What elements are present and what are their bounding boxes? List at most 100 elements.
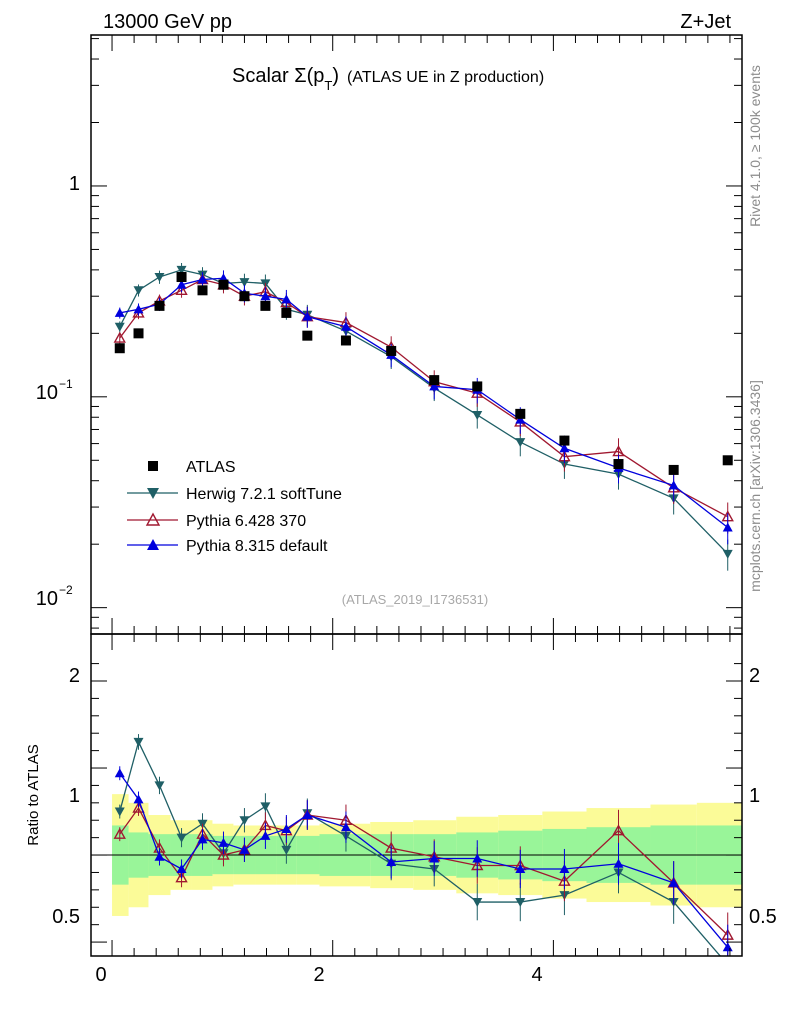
- atlas-point-8: [281, 307, 292, 318]
- y-tick-label-1: 1: [69, 173, 80, 195]
- plot-frames: [90, 34, 743, 957]
- ratio-point-0-14: [515, 898, 526, 908]
- main-plot-series: [113, 262, 734, 571]
- series-point-2-9: [302, 311, 313, 321]
- ratio-point-2-8: [281, 823, 292, 833]
- ratio-point-2-9: [302, 810, 313, 820]
- ratio-axis-label: Ratio to ATLAS: [25, 744, 42, 845]
- series-point-2-3: [176, 279, 187, 289]
- plot-title-main: Scalar Σ(p: [232, 65, 324, 87]
- atlas-point-1: [133, 328, 144, 339]
- ratio-point-2-4: [197, 834, 208, 844]
- ratio-point-0-3: [176, 833, 187, 843]
- series-point-2-12: [429, 381, 440, 391]
- series-point-2-15: [559, 443, 570, 453]
- ratio-point-2-12: [429, 853, 440, 863]
- atlas-point-12: [429, 375, 440, 386]
- ratio-point-2-5: [218, 837, 229, 847]
- series-line-1: [119, 278, 729, 518]
- series-point-0-0: [114, 322, 125, 332]
- ratio-tick-label-0.5-right: 0.5: [749, 906, 777, 928]
- atlas-point-10: [340, 335, 351, 346]
- legend-label-herwig: Herwig 7.2.1 softTune: [186, 486, 342, 503]
- series-point-0-3: [176, 265, 187, 275]
- legend-marker-pythia6: [127, 512, 178, 526]
- legend-marker-herwig: [127, 488, 178, 499]
- atlas-point-17: [668, 464, 679, 475]
- series-point-0-18: [722, 549, 733, 559]
- ratio-point-2-13: [472, 853, 483, 863]
- x-tick-label-2: 2: [313, 964, 324, 986]
- atlas-point-18: [722, 455, 733, 466]
- ratio-point-0-13: [472, 898, 483, 908]
- ratio-tick-label-0.5: 0.5: [52, 906, 80, 928]
- atlas-point-2: [154, 300, 165, 311]
- ratio-tick-label-1-right: 1: [749, 785, 760, 807]
- ratio-point-0-0: [114, 807, 125, 817]
- ratio-point-1-16: [612, 824, 625, 836]
- legend-symbol-0: [147, 488, 159, 499]
- series-point-2-7: [260, 291, 271, 301]
- ratio-point-2-11: [386, 857, 397, 867]
- ratio-point-2-10: [340, 822, 351, 832]
- ratio-point-2-0: [114, 768, 125, 778]
- ratio-point-2-1: [133, 794, 144, 804]
- legend-label-pythia6: Pythia 6.428 370: [186, 513, 306, 530]
- series-point-2-4: [197, 274, 208, 284]
- series-line-0: [119, 269, 729, 555]
- atlas-point-7: [260, 300, 271, 311]
- ratio-point-0-7: [260, 802, 271, 812]
- series-point-2-1: [133, 304, 144, 314]
- atlas-point-3: [176, 272, 187, 283]
- atlas-point-5: [218, 279, 229, 290]
- series-point-0-13: [472, 410, 483, 420]
- y-tick-label-0.01: 10: [36, 588, 58, 610]
- ratio-point-2-3: [176, 863, 187, 873]
- ratio-point-1-3: [175, 871, 188, 883]
- plot-title-close: ): [332, 65, 339, 87]
- ratio-point-0-2: [154, 781, 165, 791]
- ratio-point-2-6: [239, 844, 250, 854]
- ratio-point-1-0: [113, 827, 126, 839]
- atlas-point-0: [114, 343, 125, 354]
- plot-title-subscript: T: [324, 78, 332, 93]
- legend-marker-pythia8: [127, 539, 178, 550]
- ratio-tick-label-2: 2: [69, 665, 80, 687]
- atlas-point-11: [386, 345, 397, 356]
- ratio-point-0-8: [281, 845, 292, 855]
- y-tick-label-0.1: 10: [36, 382, 58, 404]
- series-point-0-14: [515, 438, 526, 448]
- atlas-point-6: [239, 291, 250, 302]
- ratio-panel-frame: [90, 633, 743, 957]
- series-point-0-6: [239, 278, 250, 288]
- mcplots-credit-label: mcplots.cern.ch [arXiv:1306.3436]: [747, 380, 763, 592]
- ratio-point-0-6: [239, 816, 250, 826]
- atlas-point-4: [197, 285, 208, 296]
- axis-ticks: [91, 35, 742, 956]
- series-point-0-1: [133, 286, 144, 296]
- plot-title: Scalar Σ(pT) (ATLAS UE in Z production): [232, 65, 544, 93]
- series-point-2-14: [515, 414, 526, 424]
- atlas-point-16: [613, 459, 624, 470]
- series-point-2-18: [722, 522, 733, 532]
- ratio-point-2-7: [260, 830, 271, 840]
- legend-marker-atlas: [148, 461, 158, 471]
- legend: ATLAS Herwig 7.2.1 softTune Pythia 6.428…: [127, 459, 342, 555]
- series-point-2-10: [340, 321, 351, 331]
- y-tick-label-0.1-exponent: −1: [59, 377, 73, 391]
- legend-label-atlas: ATLAS: [186, 459, 236, 476]
- atlas-point-9: [302, 330, 313, 341]
- legend-label-pythia8: Pythia 8.315 default: [186, 538, 328, 555]
- x-tick-label-0: 0: [95, 964, 106, 986]
- ratio-point-0-1: [133, 737, 144, 747]
- ratio-point-2-2: [154, 851, 165, 861]
- header-energy-label: 13000 GeV pp: [103, 11, 232, 33]
- atlas-point-13: [472, 381, 483, 392]
- y-tick-label-0.01-exponent: −2: [59, 583, 73, 597]
- ratio-tick-label-2-right: 2: [749, 665, 760, 687]
- series-point-0-2: [154, 273, 165, 283]
- legend-symbol-1: [145, 512, 161, 526]
- series-point-2-0: [114, 307, 125, 317]
- series-point-2-17: [668, 480, 679, 490]
